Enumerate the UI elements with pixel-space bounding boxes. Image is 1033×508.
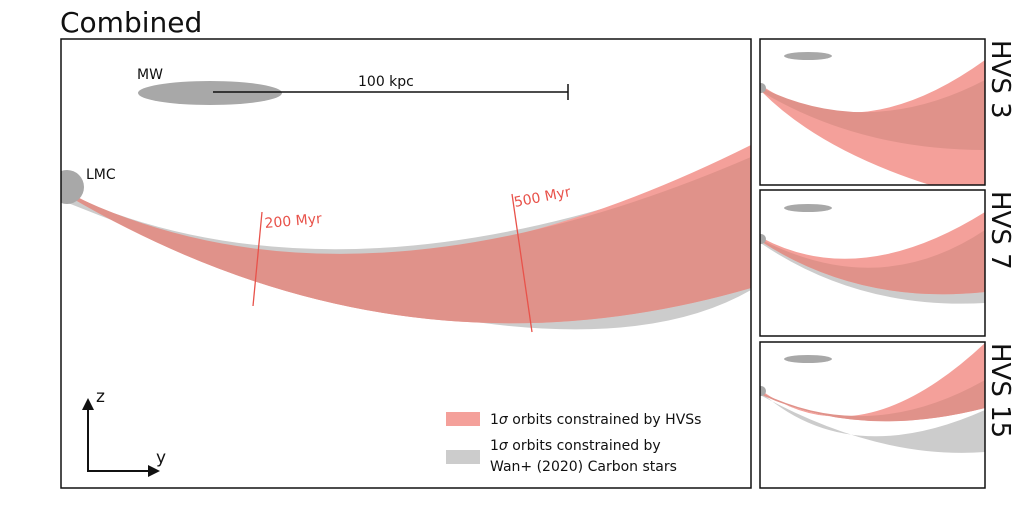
hvs7-title: HVS 7 (985, 191, 1015, 270)
hvs15-panel: HVS 15 (759, 341, 1015, 489)
hvs15-title: HVS 15 (985, 343, 1015, 438)
hvs7-overlap-band (762, 230, 985, 295)
hvs3-overlap-band (762, 80, 985, 150)
main-panel: 200 Myr 500 Myr MW 100 kpc LMC z y 1σ or… (60, 38, 752, 489)
time-marker-500-line (511, 193, 533, 333)
time-marker-500-label: 500 Myr (513, 184, 573, 211)
hvs7-lmc-marker (760, 234, 766, 244)
hvs15-mw-galaxy (784, 355, 832, 363)
main-panel-frame (60, 38, 752, 489)
hvs3-panel: HVS 3 (759, 38, 1015, 186)
hvs15-overlap-band (762, 380, 985, 422)
hvs15-panel-frame (759, 341, 986, 489)
y-axis-label: y (156, 448, 166, 468)
legend-swatch-hvs (446, 412, 480, 426)
z-axis-arrowhead (82, 398, 94, 410)
hvs7-panel: HVS 7 (759, 189, 1015, 337)
time-marker-200-line (252, 211, 263, 307)
hvs7-mw-galaxy (784, 204, 832, 212)
hvs15-carbon-band (762, 393, 985, 453)
hvs3-lmc-marker (760, 83, 766, 93)
legend-label-hvs: 1σ orbits constrained by HVSs (490, 412, 701, 428)
hvs15-hvs-band (762, 343, 985, 422)
main-panel-title: Combined (60, 6, 202, 39)
hvs15-lmc-marker (760, 386, 766, 396)
mw-label: MW (137, 67, 163, 83)
legend-label-carbon-line1: 1σ orbits constrained by (490, 438, 661, 454)
lmc-label: LMC (86, 167, 116, 183)
hvs3-panel-frame (759, 38, 986, 186)
hvs3-title: HVS 3 (985, 40, 1015, 119)
lmc-marker (61, 170, 84, 204)
hvs3-mw-galaxy (784, 52, 832, 60)
mw-galaxy (138, 81, 282, 105)
z-axis-label: z (96, 387, 105, 407)
scale-bar-label: 100 kpc (358, 74, 414, 90)
legend: 1σ orbits constrained by HVSs 1σ orbits … (446, 412, 701, 475)
hvs7-panel-frame (759, 189, 986, 337)
legend-label-carbon-line2: Wan+ (2020) Carbon stars (490, 459, 677, 475)
time-marker-200-label: 200 Myr (264, 211, 323, 232)
legend-swatch-carbon (446, 450, 480, 464)
y-axis-arrowhead (148, 465, 160, 477)
overlap-band (70, 157, 751, 324)
